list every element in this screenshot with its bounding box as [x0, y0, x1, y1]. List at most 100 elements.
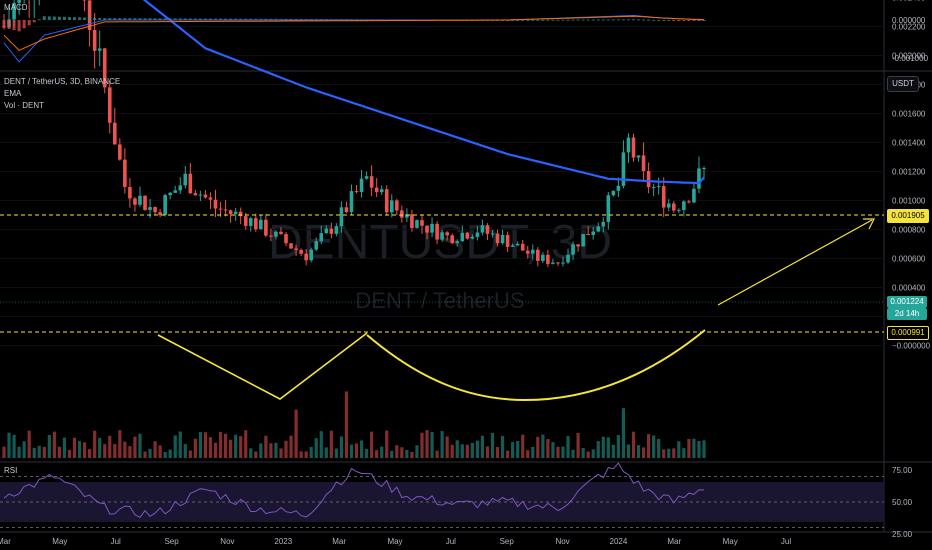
candle-body: [228, 210, 233, 214]
rounded-bottom-curve[interactable]: [366, 329, 706, 402]
volume-bar: [138, 433, 142, 458]
candle-body: [677, 209, 681, 211]
volume-label[interactable]: Vol · DENT: [4, 101, 45, 110]
volume-bar: [27, 430, 31, 458]
macd-histogram-bar: [78, 17, 82, 20]
candle-body: [264, 219, 268, 236]
volume-bar: [385, 430, 389, 458]
macd-histogram-bar: [596, 19, 600, 21]
volume-bar: [606, 437, 610, 458]
candle-body: [319, 233, 324, 242]
volume-bar: [435, 450, 439, 458]
volume-bar: [511, 442, 515, 458]
candle-body: [596, 226, 601, 232]
volume-bar: [319, 431, 323, 458]
volume-bar: [299, 451, 303, 458]
candle-body: [253, 218, 258, 230]
volume-bar: [677, 441, 681, 458]
volume-bar: [631, 431, 636, 458]
candle-body: [626, 137, 631, 153]
macd-histogram-bar: [521, 19, 525, 21]
macd-histogram-bar: [269, 18, 273, 20]
gridlines: [0, 26, 884, 346]
volume-bar: [304, 451, 308, 458]
macd-histogram-bar: [586, 19, 590, 21]
rsi-label[interactable]: RSI: [4, 466, 18, 475]
candle-body: [309, 249, 313, 261]
volume-bar: [77, 441, 82, 458]
macd-label[interactable]: MACD: [4, 3, 28, 12]
volume-bar: [229, 439, 233, 458]
candle-body: [369, 176, 374, 188]
volume-bar: [586, 451, 590, 458]
volume-bar: [163, 451, 167, 458]
volume-bar: [274, 442, 278, 458]
volume-bar: [591, 449, 595, 458]
macd-histogram-bar: [571, 19, 575, 21]
macd-histogram-bar: [239, 18, 243, 20]
target-arrow[interactable]: [717, 219, 873, 306]
volume-bar: [364, 448, 369, 458]
volume-bar: [218, 431, 223, 458]
candle-body: [12, 2, 16, 20]
price-tick-label: 0.002200: [892, 23, 926, 32]
candle-body: [163, 195, 167, 216]
macd-histogram-bar: [551, 19, 555, 21]
candle-body: [445, 232, 449, 236]
macd-histogram-bar: [193, 18, 197, 20]
candle-body: [631, 137, 636, 158]
candle-body: [208, 197, 213, 200]
volume-bar: [198, 432, 203, 458]
volume-bar: [193, 438, 197, 458]
candle-body: [112, 122, 117, 145]
volume-bar: [239, 436, 243, 458]
volume-bar: [450, 444, 454, 458]
candle-body: [702, 168, 706, 170]
price-tick-label: 0.000600: [892, 255, 926, 264]
macd-histogram-bar: [118, 18, 122, 20]
macd-histogram-bar: [7, 20, 11, 29]
candle-body: [17, 0, 21, 3]
rsi-pane: [0, 462, 884, 528]
time-tick-label: Sep: [500, 537, 515, 546]
time-tick-label: Nov: [220, 537, 234, 546]
volume-bars: [2, 391, 706, 458]
volume-bar: [571, 449, 575, 458]
volume-bar: [213, 442, 218, 458]
symbol-title[interactable]: DENT / TetherUS, 3D, BINANCE: [4, 77, 121, 86]
macd-histogram-bar: [702, 20, 706, 21]
time-axis[interactable]: Mar May Jul Sep Nov 2023 Mar May Jul Sep Nov 2024 Ma…: [0, 537, 791, 546]
volume-bar: [249, 448, 253, 458]
rsi-tick-label: 50.00: [892, 498, 913, 507]
candle-body: [666, 203, 671, 208]
volume-bar: [546, 439, 550, 458]
macd-histogram-bar: [17, 20, 21, 32]
candle-body: [384, 189, 389, 213]
rsi-line: [3, 462, 705, 519]
volume-bar: [244, 430, 248, 458]
volume-bar: [17, 446, 21, 458]
candle-body: [188, 173, 193, 194]
macd-histogram-bar: [642, 19, 646, 21]
candle-body: [591, 231, 596, 235]
volume-bar: [541, 434, 545, 458]
volume-bar: [460, 444, 464, 458]
candle-body: [420, 220, 424, 226]
volume-bar: [380, 446, 384, 458]
macd-histogram-bar: [88, 17, 92, 20]
macd-histogram-bar: [153, 18, 157, 20]
price-tick-label: 0.002400: [892, 0, 926, 3]
watermark-symbol: DENTUSDT, 3D: [268, 216, 612, 269]
candle-body: [566, 254, 570, 263]
candle-body: [248, 218, 253, 226]
volume-bar: [375, 450, 379, 458]
macd-axis: 0.000000 -0.001000: [892, 16, 929, 63]
inverse-head-left-v[interactable]: [157, 332, 368, 400]
ema-label[interactable]: EMA: [4, 89, 22, 98]
macd-histogram-bar: [52, 16, 56, 20]
candle-body: [304, 253, 308, 261]
currency-button[interactable]: USDT: [887, 76, 919, 92]
volume-bar: [576, 432, 580, 458]
volume-bar: [57, 446, 61, 458]
